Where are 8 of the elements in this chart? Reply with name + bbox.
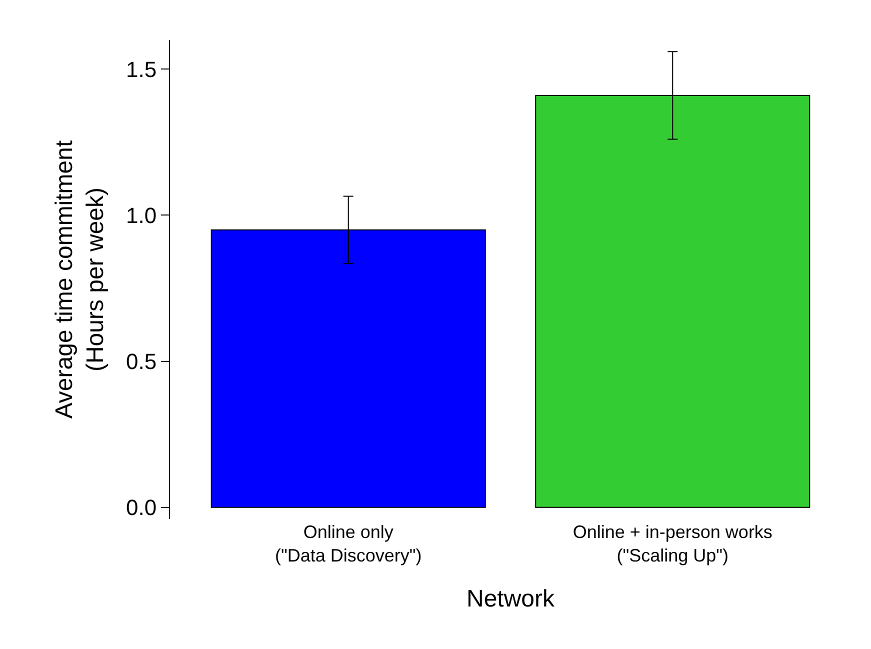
x-tick-label: Online + in-person works ("Scaling Up")	[572, 522, 772, 566]
x-tick-label: Online only ("Data Discovery")	[274, 522, 422, 566]
x-axis-title: Network	[466, 586, 556, 613]
y-tick-label: 1.5	[126, 56, 157, 82]
y-axis-title: Average time commitment (Hours per week)	[50, 140, 110, 419]
y-tick-label: 0.5	[126, 348, 157, 374]
y-tick-label: 0.0	[126, 495, 157, 520]
y-tick-label: 1.0	[126, 202, 157, 228]
